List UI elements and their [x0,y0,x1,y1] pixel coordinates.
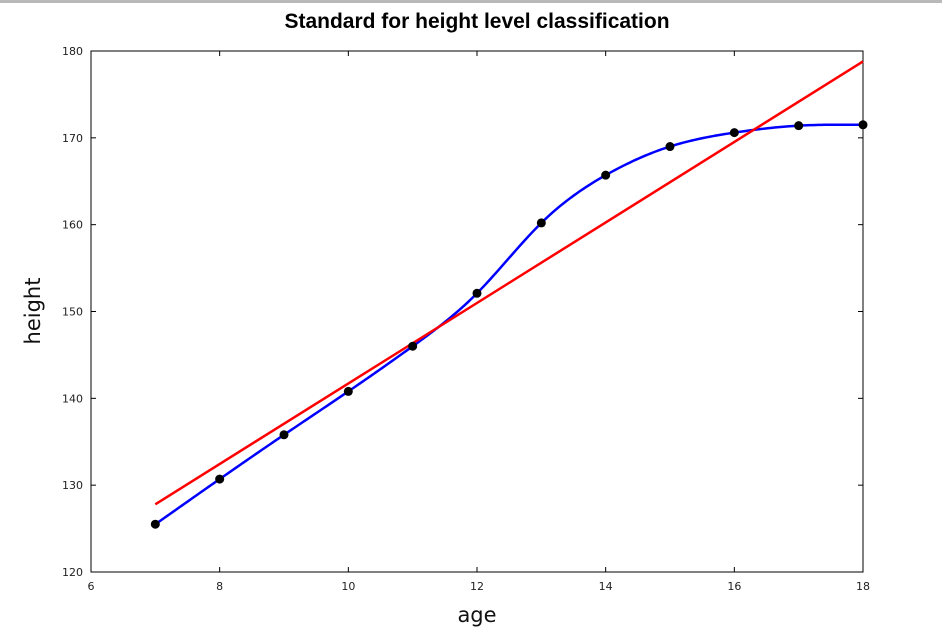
window-top-border [0,0,942,3]
series-linear-fit-line [154,60,864,506]
y-axis-label: height [21,278,45,345]
data-point [794,121,804,131]
x-tick-label: 10 [341,580,355,593]
x-tick-label: 14 [599,580,613,593]
data-point [601,170,611,180]
y-tick-label: 140 [62,392,83,405]
data-point [858,120,868,130]
y-tick-label: 170 [62,132,83,145]
series-spline-line [154,123,864,526]
y-tick-label: 120 [62,566,83,579]
x-tick-label: 6 [88,580,95,593]
data-point [408,341,418,351]
x-tick-label: 8 [216,580,223,593]
x-tick-label: 18 [856,580,870,593]
y-tick-label: 160 [62,219,83,232]
y-tick-label: 150 [62,306,83,319]
chart-title: Standard for height level classification [284,10,669,33]
data-point [343,386,353,396]
axes: 6 8 10 12 14 16 18 120 130 140 150 160 170 180 [62,45,870,593]
data-point [665,142,675,152]
data-point [215,474,225,484]
x-tick-label: 16 [727,580,741,593]
x-tick-label: 12 [470,580,484,593]
x-axis-label: age [457,603,496,627]
data-point [279,430,289,440]
y-tick-label: 130 [62,479,83,492]
data-point [536,218,546,228]
series-layer [150,60,868,529]
data-point [150,519,160,529]
data-point [729,128,739,138]
plot-area [90,50,864,573]
data-point [472,288,482,298]
y-tick-label: 180 [62,45,83,58]
